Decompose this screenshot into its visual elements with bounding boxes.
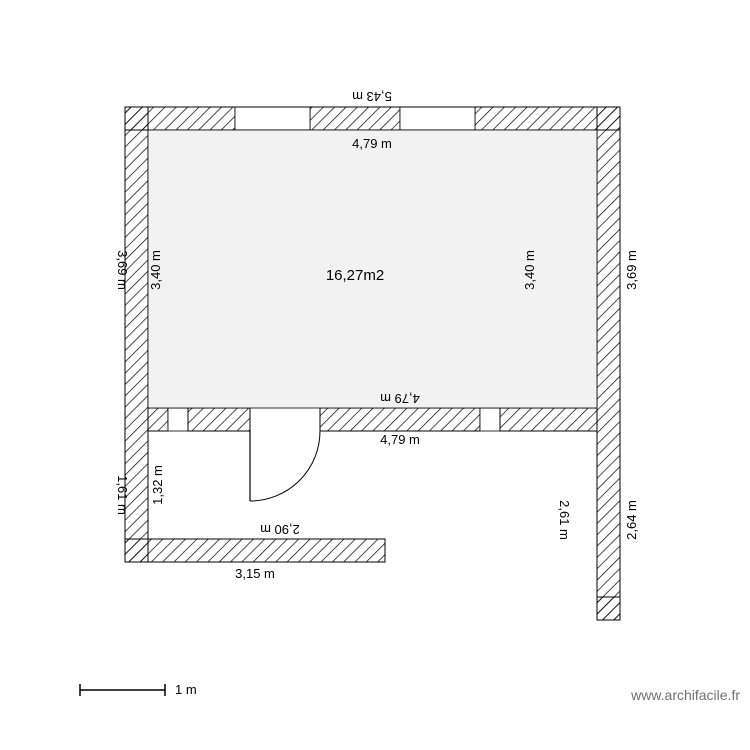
scale-label: 1 m — [175, 682, 197, 697]
dim-bottom-left: 3,15 m — [235, 566, 275, 581]
dim-right-lower-inner: 2,61 m — [557, 500, 572, 540]
dim-corridor-left: 1,32 m — [150, 465, 165, 505]
dim-exterior-left-upper: 3,69 m — [115, 250, 130, 290]
floor-plan: 4,79 m 4,79 m 4,79 m 3,40 m 3,40 m 16,27… — [0, 0, 750, 750]
dim-right-lower-outer: 2,64 m — [624, 500, 639, 540]
dim-interior-left: 3,40 m — [148, 250, 163, 290]
dim-interior-bottom-flip: 4,79 m — [380, 391, 420, 406]
dim-exterior-top: 5,43 m — [352, 89, 392, 104]
dim-interior-top: 4,79 m — [352, 136, 392, 151]
dim-exterior-right-upper: 3,69 m — [624, 250, 639, 290]
dim-exterior-left-lower: 1,61 m — [115, 475, 130, 515]
dim-interior-bottom: 4,79 m — [380, 432, 420, 447]
scale-bar: 1 m — [80, 682, 197, 697]
door — [250, 431, 320, 501]
dim-corridor-top: 2,90 m — [260, 522, 300, 537]
room-area-label: 16,27m2 — [326, 267, 384, 284]
dim-interior-right: 3,40 m — [522, 250, 537, 290]
watermark: www.archifacile.fr — [630, 687, 740, 703]
